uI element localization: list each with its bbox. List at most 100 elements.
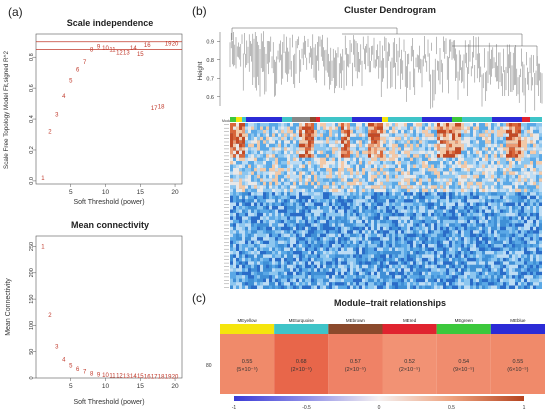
module-color-MEgreen — [436, 324, 491, 334]
point-label-17: 17 — [151, 106, 158, 112]
point-label-2: 2 — [48, 313, 52, 319]
point-label-7: 7 — [83, 60, 87, 66]
module-segment-16 — [522, 117, 530, 122]
module-segment-15 — [492, 117, 522, 122]
plot-frame — [35, 235, 183, 379]
module-segment-8 — [320, 117, 352, 122]
module-segment-0 — [230, 117, 236, 122]
module-segment-4 — [282, 117, 292, 122]
legend-tick-0.5: 0.5 — [448, 405, 455, 411]
trait-corr-MEyellow: 0.55 — [242, 359, 253, 365]
point-label-8: 8 — [90, 371, 94, 377]
point-label-5: 5 — [69, 363, 73, 369]
module-segment-1 — [236, 117, 242, 122]
dendrogram-title: Cluster Dendrogram — [344, 5, 436, 16]
x-tick-label-10: 10 — [102, 383, 110, 390]
module-segment-14 — [462, 117, 492, 122]
dendro-y-tick-label-0.9: 0.9 — [206, 39, 214, 45]
module-segment-12 — [422, 117, 452, 122]
point-label-9: 9 — [97, 44, 101, 50]
legend-tick--0.5: -0.5 — [302, 405, 311, 411]
point-label-6: 6 — [76, 68, 80, 74]
heatmap-cells-9 — [230, 123, 521, 158]
x-tick-label-20: 20 — [171, 383, 179, 390]
module-name-MEturquoise: MEturquoise — [289, 318, 315, 323]
panel-label-a: (a) — [8, 5, 23, 19]
x-tick-label-10: 10 — [102, 189, 110, 196]
trait-pvalue-MEred: (2×10⁻⁵) — [399, 366, 420, 373]
trait-pvalue-MEyellow: (5×10⁻⁵) — [236, 366, 257, 373]
trait-corr-MEgreen: 0.54 — [458, 359, 469, 365]
y-tick-label-0.8: 0.8 — [29, 53, 35, 61]
point-label-14: 14 — [130, 374, 137, 380]
module-name-MEgreen: MEgreen — [455, 318, 474, 323]
y-tick-label-250: 250 — [29, 242, 35, 251]
legend-bar — [234, 396, 524, 401]
point-label-1: 1 — [41, 245, 45, 251]
trait-pvalue-MEbrown: (2×10⁻⁵) — [345, 366, 366, 373]
module-segment-7 — [316, 117, 320, 122]
heatmap-row-ticks — [224, 124, 229, 288]
point-label-11: 11 — [109, 47, 116, 53]
trait-pvalue-MEturquoise: (2×10⁻⁵) — [291, 366, 312, 373]
module-segment-17 — [530, 117, 542, 122]
point-label-19: 19 — [165, 41, 172, 47]
point-label-18: 18 — [158, 374, 165, 380]
module-segment-3 — [246, 117, 282, 122]
point-label-4: 4 — [62, 358, 66, 364]
dendro-top-branches — [231, 27, 538, 66]
y-tick-label-0.2: 0.2 — [29, 146, 35, 154]
trait-row-label: 80 — [206, 363, 212, 369]
trait-pvalue-MEblue: (6×10⁻⁵) — [507, 366, 528, 373]
heatmap-cells-7 — [230, 123, 521, 158]
legend-tick-0: 0 — [378, 405, 381, 411]
trait-pvalue-MEgreen: (9×10⁻⁵) — [453, 366, 474, 373]
dendro-y-tick-label-0.6: 0.6 — [206, 95, 214, 101]
module-trait-chart: 80 MEyellow0.55(5×10⁻⁵)MEturquoise0.68(2… — [206, 318, 545, 411]
y-tick-label-200: 200 — [29, 268, 35, 277]
point-label-7: 7 — [83, 370, 87, 376]
point-label-9: 9 — [97, 372, 101, 378]
trait-cell-MEyellow — [220, 334, 275, 394]
trait-cell-MEturquoise — [274, 334, 329, 394]
trait-corr-MEbrown: 0.57 — [350, 359, 361, 365]
trait-corr-MEblue: 0.55 — [513, 359, 524, 365]
module-segment-6 — [310, 117, 316, 122]
point-label-15: 15 — [137, 52, 144, 58]
dendrogram-tree — [229, 27, 543, 113]
point-label-1: 1 — [41, 176, 45, 182]
x-tick-label-20: 20 — [171, 189, 179, 196]
point-label-20: 20 — [172, 374, 179, 380]
trait-cell-MEgreen — [436, 334, 491, 394]
module-color-MEblue — [490, 324, 545, 334]
y-tick-label-50: 50 — [29, 349, 35, 355]
point-label-17: 17 — [151, 374, 158, 380]
plot-frame — [35, 33, 183, 185]
point-label-12: 12 — [116, 51, 123, 57]
scale-independence-xlabel: Soft Threshold (power) — [73, 199, 144, 206]
trait-corr-MEturquoise: 0.68 — [296, 359, 307, 365]
trait-cell-MEred — [382, 334, 437, 394]
y-tick-label-0.0: 0.0 — [29, 177, 35, 185]
y-tick-label-150: 150 — [29, 295, 35, 304]
module-name-MEyellow: MEyellow — [237, 318, 257, 323]
point-label-10: 10 — [102, 373, 109, 379]
scale-independence-ylabel: Scale Free Topology Model Fit,signed R^2 — [3, 51, 10, 169]
trait-cell-MEbrown — [328, 334, 383, 394]
dendrogram-ylabel: Height — [197, 61, 204, 80]
x-tick-label-15: 15 — [137, 189, 145, 196]
trait-cell-MEblue — [490, 334, 545, 394]
module-color-MEred — [382, 324, 437, 334]
panel-label-b: (b) — [192, 4, 207, 18]
module-bar-label: Module — [222, 119, 234, 123]
point-label-16: 16 — [144, 374, 151, 380]
y-tick-label-100: 100 — [29, 321, 35, 330]
point-label-19: 19 — [165, 374, 172, 380]
module-segment-13 — [452, 117, 462, 122]
module-color-MEturquoise — [274, 324, 329, 334]
expression-heatmap — [224, 123, 542, 289]
point-label-3: 3 — [55, 112, 59, 118]
legend-tick--1: -1 — [232, 405, 237, 411]
